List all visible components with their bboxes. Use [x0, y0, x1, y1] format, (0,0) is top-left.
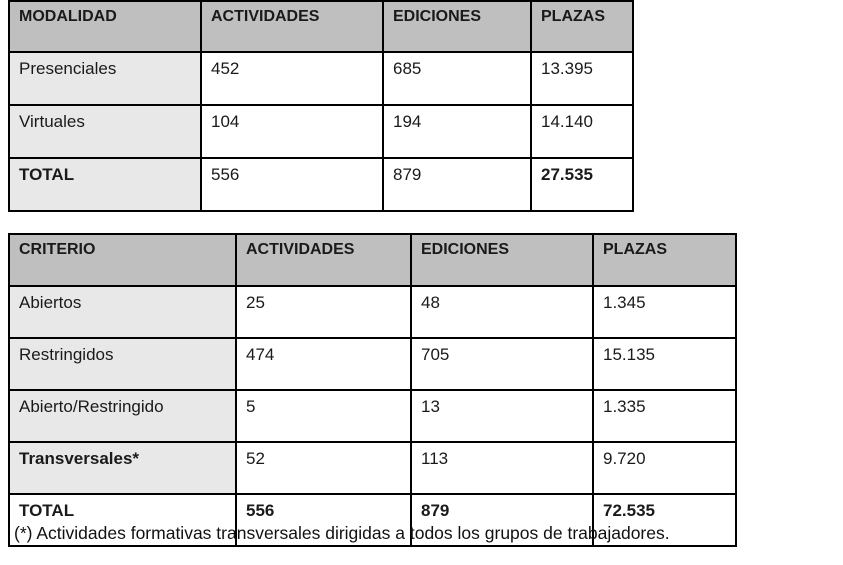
table-row-restringidos: Restringidos 474 705 15.135: [8, 337, 737, 391]
header-cell-plazas: PLAZAS: [592, 233, 737, 287]
row-label-cell: Abierto/Restringido: [8, 389, 237, 443]
table-row-abiertos: Abiertos 25 48 1.345: [8, 285, 737, 339]
row-label-cell: Presenciales: [8, 51, 202, 106]
value-cell: 879: [382, 157, 532, 212]
value-cell: 113: [410, 441, 594, 495]
criterio-header-row: CRITERIO ACTIVIDADES EDICIONES PLAZAS: [8, 233, 737, 287]
value-cell: 9.720: [592, 441, 737, 495]
footnote-text: (*) Actividades formativas transversales…: [14, 523, 670, 543]
header-cell-criterio: CRITERIO: [8, 233, 237, 287]
value-cell: 194: [382, 104, 532, 159]
value-cell: 52: [235, 441, 412, 495]
value-cell: 1.335: [592, 389, 737, 443]
modalidad-header-row: MODALIDAD ACTIVIDADES EDICIONES PLAZAS: [8, 0, 634, 53]
row-label-cell: Virtuales: [8, 104, 202, 159]
value-cell: 1.345: [592, 285, 737, 339]
table-row-virtuales: Virtuales 104 194 14.140: [8, 104, 634, 159]
value-cell: 879: [410, 493, 594, 547]
row-label-cell: Abiertos: [8, 285, 237, 339]
value-cell: 685: [382, 51, 532, 106]
header-cell-plazas: PLAZAS: [530, 0, 634, 53]
table-row-total: TOTAL 556 879 27.535: [8, 157, 634, 212]
table-row-presenciales: Presenciales 452 685 13.395: [8, 51, 634, 106]
value-cell: 474: [235, 337, 412, 391]
value-cell: 556: [235, 493, 412, 547]
value-cell: 452: [200, 51, 384, 106]
row-label-cell: TOTAL: [8, 157, 202, 212]
criterio-table: CRITERIO ACTIVIDADES EDICIONES PLAZAS Ab…: [8, 233, 737, 547]
header-cell-actividades: ACTIVIDADES: [200, 0, 384, 53]
table-row-total: TOTAL 556 879 72.535: [8, 493, 737, 547]
modalidad-table: MODALIDAD ACTIVIDADES EDICIONES PLAZAS P…: [8, 0, 634, 212]
row-label-cell: Restringidos: [8, 337, 237, 391]
value-cell: 27.535: [530, 157, 634, 212]
value-cell: 48: [410, 285, 594, 339]
header-cell-modalidad: MODALIDAD: [8, 0, 202, 53]
value-cell: 72.535: [592, 493, 737, 547]
value-cell: 5: [235, 389, 412, 443]
table-row-transversales: Transversales* 52 113 9.720: [8, 441, 737, 495]
value-cell: 705: [410, 337, 594, 391]
value-cell: 104: [200, 104, 384, 159]
value-cell: 25: [235, 285, 412, 339]
value-cell: 13.395: [530, 51, 634, 106]
value-cell: 15.135: [592, 337, 737, 391]
value-cell: 13: [410, 389, 594, 443]
table-row-abierto-restringido: Abierto/Restringido 5 13 1.335: [8, 389, 737, 443]
header-cell-ediciones: EDICIONES: [382, 0, 532, 53]
header-cell-actividades: ACTIVIDADES: [235, 233, 412, 287]
header-cell-ediciones: EDICIONES: [410, 233, 594, 287]
value-cell: 14.140: [530, 104, 634, 159]
value-cell: 556: [200, 157, 384, 212]
row-label-cell: Transversales*: [8, 441, 237, 495]
row-label-cell: TOTAL: [8, 493, 237, 547]
